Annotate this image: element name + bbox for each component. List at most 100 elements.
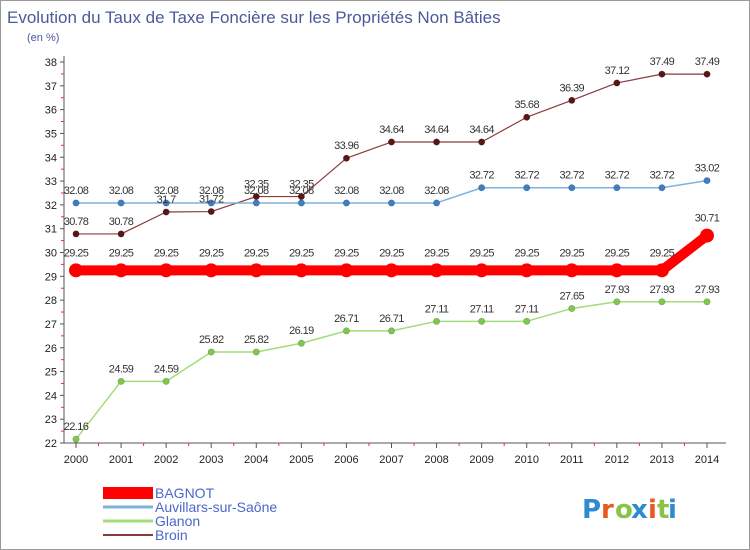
data-label: 27.11 (425, 303, 449, 315)
data-label: 29.25 (289, 247, 314, 259)
data-label: 32.72 (514, 170, 539, 182)
data-point (523, 317, 531, 325)
data-point (342, 154, 350, 162)
y-tick-label: 27 (45, 319, 57, 331)
data-point (69, 263, 83, 278)
data-label: 37.49 (650, 56, 675, 68)
data-label: 26.71 (334, 313, 359, 325)
data-point (162, 208, 170, 216)
data-point (613, 184, 621, 192)
axes: 22 23 24 25 26 27 28 29 30 31 32 33 34 35 36 37 38 2000 20… (45, 56, 726, 466)
data-label: 27.93 (650, 284, 675, 296)
y-tick-label: 23 (45, 414, 57, 426)
data-point (162, 377, 170, 385)
data-label: 29.25 (605, 247, 630, 259)
data-label: 25.82 (199, 334, 224, 346)
data-point (162, 199, 170, 207)
y-tick-label: 26 (45, 343, 57, 355)
data-label: 24.59 (154, 363, 179, 375)
data-point (433, 199, 441, 207)
data-point (523, 184, 531, 192)
data-point (433, 138, 441, 146)
data-label: 22.16 (64, 421, 89, 433)
data-label: 29.25 (514, 247, 539, 259)
data-point (297, 199, 305, 207)
y-tick-label: 31 (45, 224, 57, 236)
data-label: 37.12 (605, 65, 630, 77)
data-point (117, 199, 125, 207)
x-tick-label: 2000 (64, 454, 88, 466)
data-point (207, 348, 215, 356)
data-point (703, 177, 711, 185)
logo-letter: t (657, 495, 669, 525)
data-point (252, 193, 260, 201)
data-label: 32.72 (650, 170, 675, 182)
data-label: 30.78 (109, 216, 134, 228)
data-point (342, 327, 350, 335)
data-point (613, 79, 621, 87)
data-label: 29.25 (64, 247, 89, 259)
data-label: 32.08 (109, 185, 134, 197)
y-tick-label: 22 (45, 438, 57, 450)
y-tick-label: 33 (45, 176, 57, 188)
data-labels-layer: 29.25 29.25 29.25 29.25 29.25 29.25 29.25 29.25… (64, 56, 721, 433)
legend-label: Broin (155, 527, 188, 543)
y-tick-label: 36 (45, 105, 57, 117)
data-point (429, 263, 444, 278)
y-tick-label: 25 (45, 367, 57, 379)
data-point (387, 138, 395, 146)
data-label: 32.72 (560, 170, 585, 182)
data-point (703, 298, 711, 306)
data-point (297, 339, 305, 347)
x-tick-label: 2007 (379, 454, 403, 466)
data-point (519, 263, 534, 278)
data-label: 30.78 (64, 216, 89, 228)
data-point (478, 184, 486, 192)
logo-letter: P (582, 495, 601, 525)
x-tick-label: 2010 (514, 454, 538, 466)
data-point (609, 263, 624, 278)
chart-title: Evolution du Taux de Taxe Foncière sur l… (7, 8, 501, 27)
data-point (568, 96, 576, 104)
data-label: 29.25 (199, 247, 224, 259)
data-label: 35.68 (514, 99, 539, 111)
data-point (478, 317, 486, 325)
x-tick-label: 2008 (424, 454, 448, 466)
data-label: 32.08 (244, 185, 269, 197)
data-label: 32.08 (64, 185, 89, 197)
y-tick-label: 28 (45, 295, 57, 307)
y-tick-label: 24 (45, 390, 57, 402)
data-point (433, 317, 441, 325)
data-point (204, 263, 219, 278)
data-label: 32.08 (379, 185, 404, 197)
data-point (72, 230, 80, 238)
data-label: 29.25 (650, 247, 675, 259)
data-label: 32.08 (334, 185, 359, 197)
data-label: 32.35 (244, 179, 269, 191)
data-label: 34.64 (379, 124, 404, 136)
data-label: 29.25 (560, 247, 585, 259)
data-point (564, 263, 579, 278)
data-label: 25.82 (244, 334, 269, 346)
x-tick-label: 2003 (199, 454, 223, 466)
data-point (294, 263, 309, 278)
series-line (75, 73, 708, 235)
data-label: 29.25 (154, 247, 179, 259)
y-tick-label: 34 (45, 152, 57, 164)
series-glanon (72, 298, 711, 443)
chart-subtitle: (en %) (27, 32, 59, 44)
data-point (658, 298, 666, 306)
x-tick-label: 2001 (109, 454, 133, 466)
data-point (342, 199, 350, 207)
data-point (72, 199, 80, 207)
data-label: 32.72 (469, 170, 494, 182)
legend-label: Glanon (155, 513, 200, 529)
data-label: 31.72 (199, 194, 224, 206)
series-broin (72, 70, 711, 238)
data-label: 32.08 (424, 185, 449, 197)
data-point (384, 263, 399, 278)
data-point (658, 70, 666, 78)
data-label: 26.71 (379, 313, 404, 325)
data-point (252, 199, 260, 207)
